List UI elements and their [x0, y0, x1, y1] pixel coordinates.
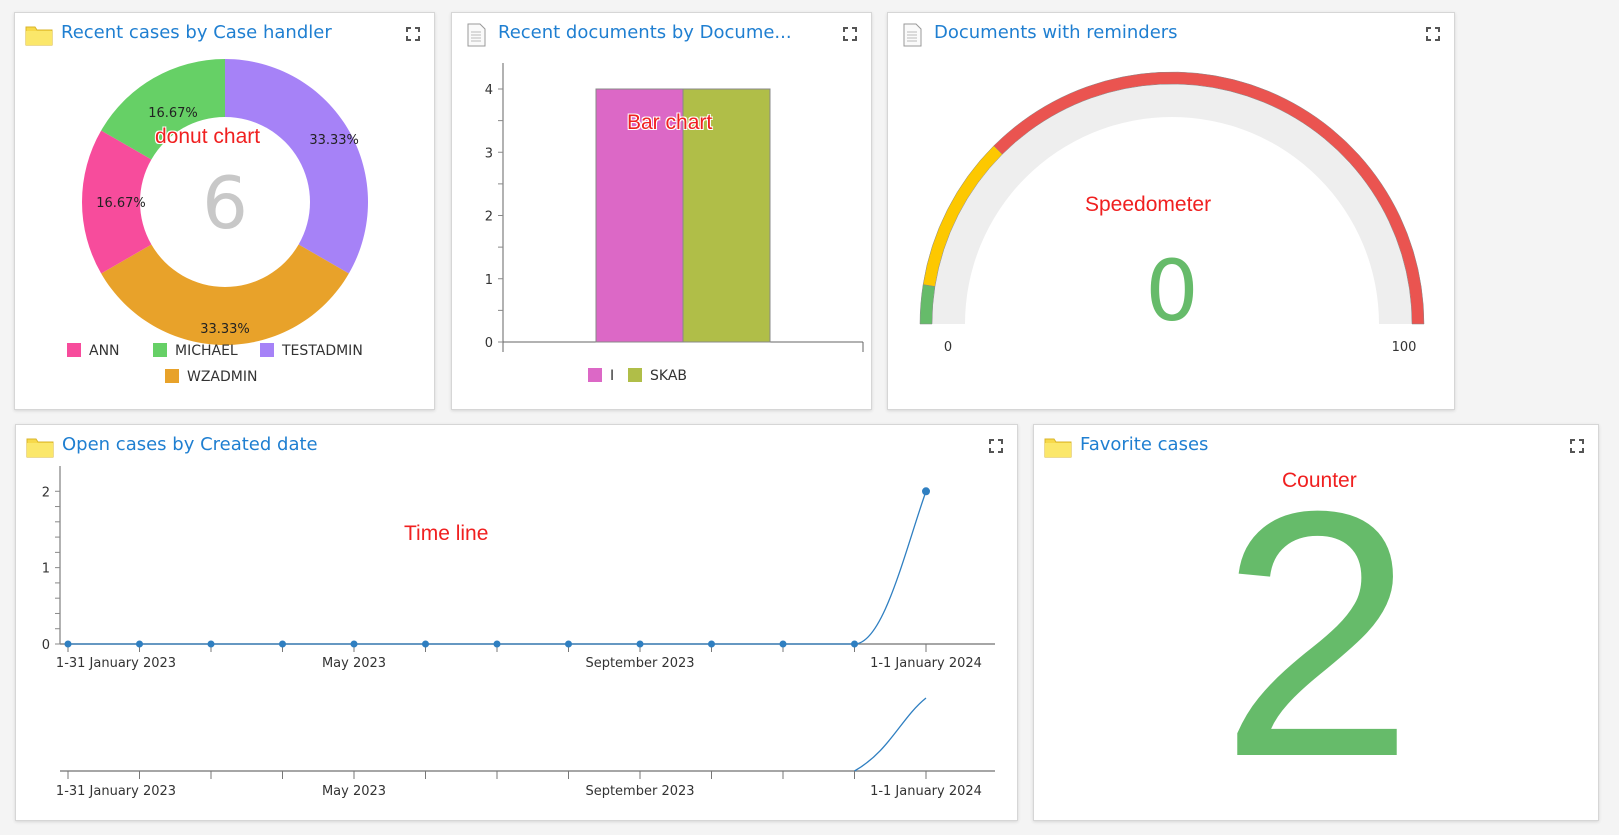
timeline-point — [779, 640, 787, 648]
expand-icon[interactable] — [1426, 27, 1440, 41]
timeline-chart: 0 1 2 1-31 January 2023 1-31 January 2023 May… — [42, 466, 995, 799]
x-tick-label: May 2023 — [322, 656, 386, 671]
legend-swatch — [165, 369, 179, 383]
folder-icon — [1044, 438, 1072, 458]
donut-data-label: 33.33% — [309, 133, 359, 148]
widget-documents-reminders: Documents with reminders 0 0 100 Speedomet… — [887, 12, 1455, 410]
navigator-tick-label: May 2023 — [322, 784, 386, 799]
navigator-tick-label: 1-1 January 2024 — [870, 784, 982, 799]
donut-slice-wzadmin — [101, 244, 349, 345]
legend-swatch — [260, 343, 274, 357]
gauge-min-label: 0 — [944, 340, 952, 355]
annotation-label: donut chart — [155, 125, 261, 148]
timeline-point — [422, 640, 429, 648]
navigator-tick-label: 1-31 January 2023 — [56, 784, 176, 799]
bar-i — [595, 88, 684, 343]
document-icon — [903, 23, 922, 47]
timeline-point — [708, 640, 715, 648]
y-tick-label: 1 — [42, 562, 50, 577]
y-tick-label: 2 — [42, 485, 50, 500]
legend-swatch — [588, 368, 602, 382]
y-tick-label: 3 — [485, 146, 493, 161]
y-tick-label: 1 — [485, 273, 493, 288]
expand-icon[interactable] — [1570, 439, 1584, 453]
annotation-label: Speedometer — [1085, 193, 1212, 216]
legend-item: I — [610, 368, 614, 384]
timeline-point — [350, 640, 358, 648]
x-tick-label: September 2023 — [585, 656, 694, 671]
widget-open-cases-created: Open cases by Created date 0 1 2 1-31 Janua… — [15, 424, 1018, 821]
gauge-value: 0 — [1145, 242, 1198, 340]
widget-title[interactable]: Recent documents by Docume... — [498, 22, 792, 43]
widget-favorite-cases: Favorite cases Counter 2 — [1033, 424, 1599, 825]
y-tick-label: 0 — [42, 638, 50, 653]
timeline-point — [279, 640, 286, 648]
legend-item: ANN — [89, 343, 120, 359]
bar-chart: 0 1 2 3 4 I SKAB — [485, 63, 864, 384]
gauge-band — [993, 71, 1425, 325]
x-tick-label: 1-31 January 2023 — [56, 656, 176, 671]
annotation-label: Bar chart — [627, 111, 713, 134]
folder-icon — [25, 26, 53, 46]
folder-icon — [26, 438, 54, 458]
legend-item: MICHAEL — [175, 343, 238, 359]
legend-item: SKAB — [650, 368, 687, 384]
navigator-series — [854, 697, 927, 772]
timeline-point — [207, 640, 215, 648]
gauge-track — [932, 84, 1412, 324]
widget-title[interactable]: Recent cases by Case handler — [61, 22, 332, 43]
timeline-point — [565, 640, 572, 648]
timeline-point — [922, 487, 930, 496]
legend-swatch — [628, 368, 642, 382]
widget-title[interactable]: Documents with reminders — [934, 22, 1178, 43]
timeline-point — [136, 640, 143, 648]
y-tick-label: 2 — [485, 210, 493, 225]
donut-chart: 33.33% 33.33% 16.67% 16.67% 6 ANN MICHAEL TESTA… — [67, 59, 368, 385]
donut-center-total: 6 — [202, 161, 248, 245]
donut-slice-ann — [82, 130, 152, 274]
donut-data-label: 33.33% — [200, 322, 250, 337]
bar-skab — [682, 88, 771, 343]
annotation-label: Time line — [404, 522, 489, 545]
widget-documents-by-type: Recent documents by Docume... 0 1 2 3 4 I SKAB… — [451, 12, 872, 410]
timeline-point — [64, 640, 72, 648]
gauge-chart: 0 0 100 — [919, 71, 1425, 355]
timeline-point — [493, 640, 501, 648]
timeline-point — [636, 640, 644, 648]
y-tick-label: 0 — [485, 336, 493, 351]
legend-item: WZADMIN — [187, 369, 257, 385]
donut-slice-michael — [101, 59, 225, 160]
expand-icon[interactable] — [843, 27, 857, 41]
timeline-series — [67, 491, 927, 645]
annotation-label: Counter — [1282, 469, 1357, 492]
y-tick-label: 4 — [485, 83, 493, 98]
timeline-point — [851, 640, 858, 648]
expand-icon[interactable] — [406, 27, 420, 41]
widget-title[interactable]: Open cases by Created date — [62, 434, 318, 455]
navigator-tick-label: September 2023 — [585, 784, 694, 799]
expand-icon[interactable] — [989, 439, 1003, 453]
legend-swatch — [153, 343, 167, 357]
legend-swatch — [67, 343, 81, 357]
gauge-max-label: 100 — [1392, 340, 1417, 355]
document-icon — [467, 23, 486, 47]
donut-slice-testadmin — [225, 59, 368, 274]
widget-cases-by-handler: Recent cases by Case handler 33.33% 33.33… — [14, 12, 435, 410]
counter-value[interactable]: 2 — [1219, 439, 1415, 830]
donut-data-label: 16.67% — [148, 106, 198, 121]
legend-item: TESTADMIN — [281, 343, 363, 359]
donut-data-label: 16.67% — [96, 196, 146, 211]
x-tick-label: 1-1 January 2024 — [870, 656, 982, 671]
widget-title[interactable]: Favorite cases — [1080, 434, 1209, 455]
